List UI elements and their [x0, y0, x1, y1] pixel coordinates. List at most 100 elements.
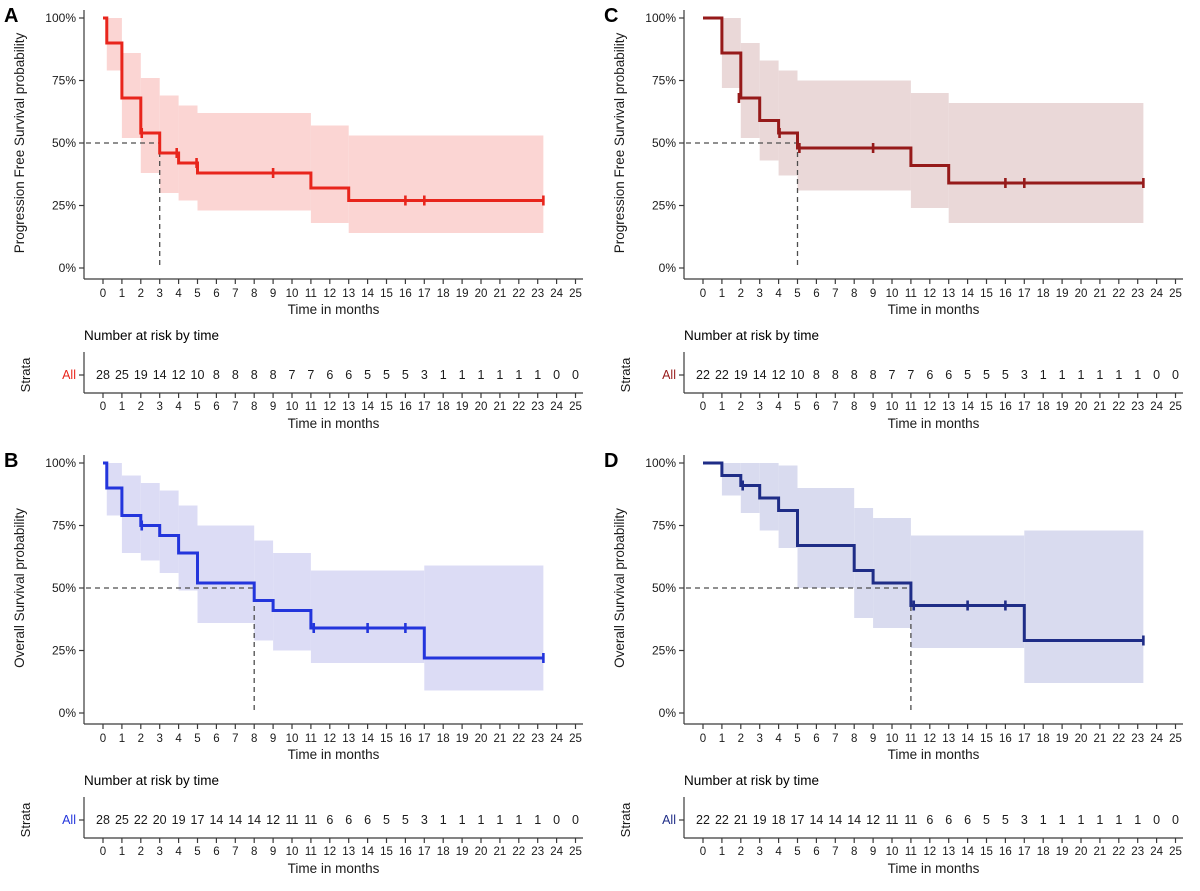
- survival-curve: [703, 16, 1144, 185]
- x-tick-label: 10: [286, 733, 299, 745]
- x-tick-label: 21: [494, 288, 507, 300]
- y-tick-label: 75%: [52, 74, 76, 88]
- risk-x-tick-label: 11: [305, 401, 317, 413]
- confidence-band: [721, 463, 741, 496]
- x-tick-label: 21: [494, 733, 507, 745]
- confidence-band: [140, 78, 160, 173]
- risk-count: 14: [153, 368, 167, 382]
- risk-count: 8: [213, 368, 220, 382]
- y-tick-label: 25%: [652, 199, 676, 213]
- risk-x-tick-label: 20: [1075, 846, 1088, 858]
- x-tick-label: 6: [813, 733, 819, 745]
- risk-count: 6: [326, 368, 333, 382]
- x-tick-label: 19: [456, 733, 469, 745]
- risk-x-tick-label: 23: [1131, 846, 1144, 858]
- risk-count: 3: [1021, 813, 1028, 827]
- risk-table-title: Number at risk by time: [684, 328, 819, 343]
- x-tick-label: 16: [399, 733, 412, 745]
- risk-count: 1: [1059, 368, 1066, 382]
- risk-x-tick-label: 12: [923, 401, 936, 413]
- confidence-band: [778, 70, 798, 176]
- risk-x-tick-label: 20: [475, 401, 488, 413]
- risk-count: 11: [286, 813, 299, 827]
- risk-count: 1: [478, 368, 485, 382]
- risk-x-tick-label: 18: [437, 846, 450, 858]
- confidence-band: [910, 93, 949, 208]
- risk-x-tick-label: 14: [961, 846, 974, 858]
- median-dashed-line: [86, 142, 161, 268]
- x-tick-label: 22: [1112, 288, 1125, 300]
- confidence-band: [121, 53, 141, 138]
- risk-count: 1: [459, 368, 466, 382]
- x-tick-label: 10: [886, 733, 899, 745]
- x-tick-label: 23: [1131, 733, 1144, 745]
- risk-count: 3: [421, 368, 428, 382]
- confidence-band: [140, 483, 160, 561]
- risk-count: 6: [926, 368, 933, 382]
- risk-x-tick-label: 9: [270, 401, 276, 413]
- strata-axis-title: Strata: [18, 357, 33, 392]
- x-tick-label: 3: [756, 733, 762, 745]
- risk-x-tick-label: 6: [213, 846, 219, 858]
- risk-x-tick-label: 8: [251, 401, 257, 413]
- x-tick-label: 17: [1018, 288, 1031, 300]
- risk-count: 19: [753, 813, 767, 827]
- risk-x-tick-label: 2: [138, 846, 144, 858]
- risk-x-tick-label: 10: [286, 846, 299, 858]
- risk-x-tick-label: 19: [456, 401, 469, 413]
- risk-count: 5: [383, 813, 390, 827]
- risk-count: 28: [96, 368, 110, 382]
- risk-count: 19: [134, 368, 148, 382]
- confidence-band: [1024, 530, 1144, 683]
- risk-x-tick-label: 24: [1150, 401, 1163, 413]
- risk-count: 1: [1115, 813, 1122, 827]
- x-tick-label: 17: [418, 733, 431, 745]
- x-tick-label: 25: [569, 733, 582, 745]
- risk-x-tick-label: 0: [700, 846, 706, 858]
- risk-x-tick-label: 15: [980, 846, 993, 858]
- median-dashed-line: [686, 142, 799, 268]
- risk-x-tick-label: 7: [832, 401, 838, 413]
- risk-count: 6: [945, 813, 952, 827]
- x-tick-label: 5: [794, 733, 800, 745]
- risk-table-title: Number at risk by time: [84, 773, 219, 788]
- risk-count: 10: [191, 368, 205, 382]
- risk-count: 0: [572, 813, 579, 827]
- x-tick-label: 5: [194, 733, 200, 745]
- risk-count: 25: [115, 813, 129, 827]
- risk-count: 7: [889, 368, 896, 382]
- x-tick-label: 12: [923, 288, 936, 300]
- risk-x-tick-label: 8: [851, 401, 857, 413]
- risk-x-tick-label: 3: [156, 846, 162, 858]
- risk-count: 19: [172, 813, 186, 827]
- confidence-band: [948, 103, 1144, 223]
- risk-x-tick-label: 1: [719, 401, 725, 413]
- risk-count: 14: [847, 813, 861, 827]
- risk-count: 12: [772, 368, 786, 382]
- risk-x-tick-label: 15: [980, 401, 993, 413]
- risk-count: 0: [572, 368, 579, 382]
- risk-x-tick-label: 14: [361, 401, 374, 413]
- x-tick-label: 10: [286, 288, 299, 300]
- risk-x-tick-label: 13: [342, 401, 355, 413]
- risk-x-axis-title: Time in months: [888, 861, 980, 876]
- x-tick-label: 2: [138, 733, 144, 745]
- risk-x-tick-label: 7: [232, 401, 238, 413]
- y-tick-label: 0%: [659, 261, 677, 275]
- median-dashed-line: [86, 587, 255, 713]
- x-tick-label: 15: [980, 733, 993, 745]
- x-axis-title: Time in months: [888, 747, 980, 762]
- x-tick-label: 8: [251, 288, 257, 300]
- x-tick-label: 12: [323, 288, 336, 300]
- x-tick-label: 18: [437, 733, 450, 745]
- risk-x-tick-label: 16: [999, 401, 1012, 413]
- risk-count: 6: [345, 813, 352, 827]
- risk-count: 1: [534, 813, 541, 827]
- y-tick-label: 100%: [645, 11, 676, 25]
- risk-count: 1: [496, 813, 503, 827]
- x-tick-label: 13: [942, 288, 955, 300]
- x-tick-label: 7: [832, 733, 838, 745]
- x-tick-label: 22: [512, 733, 525, 745]
- x-tick-label: 2: [138, 288, 144, 300]
- risk-x-axis-title: Time in months: [288, 416, 380, 431]
